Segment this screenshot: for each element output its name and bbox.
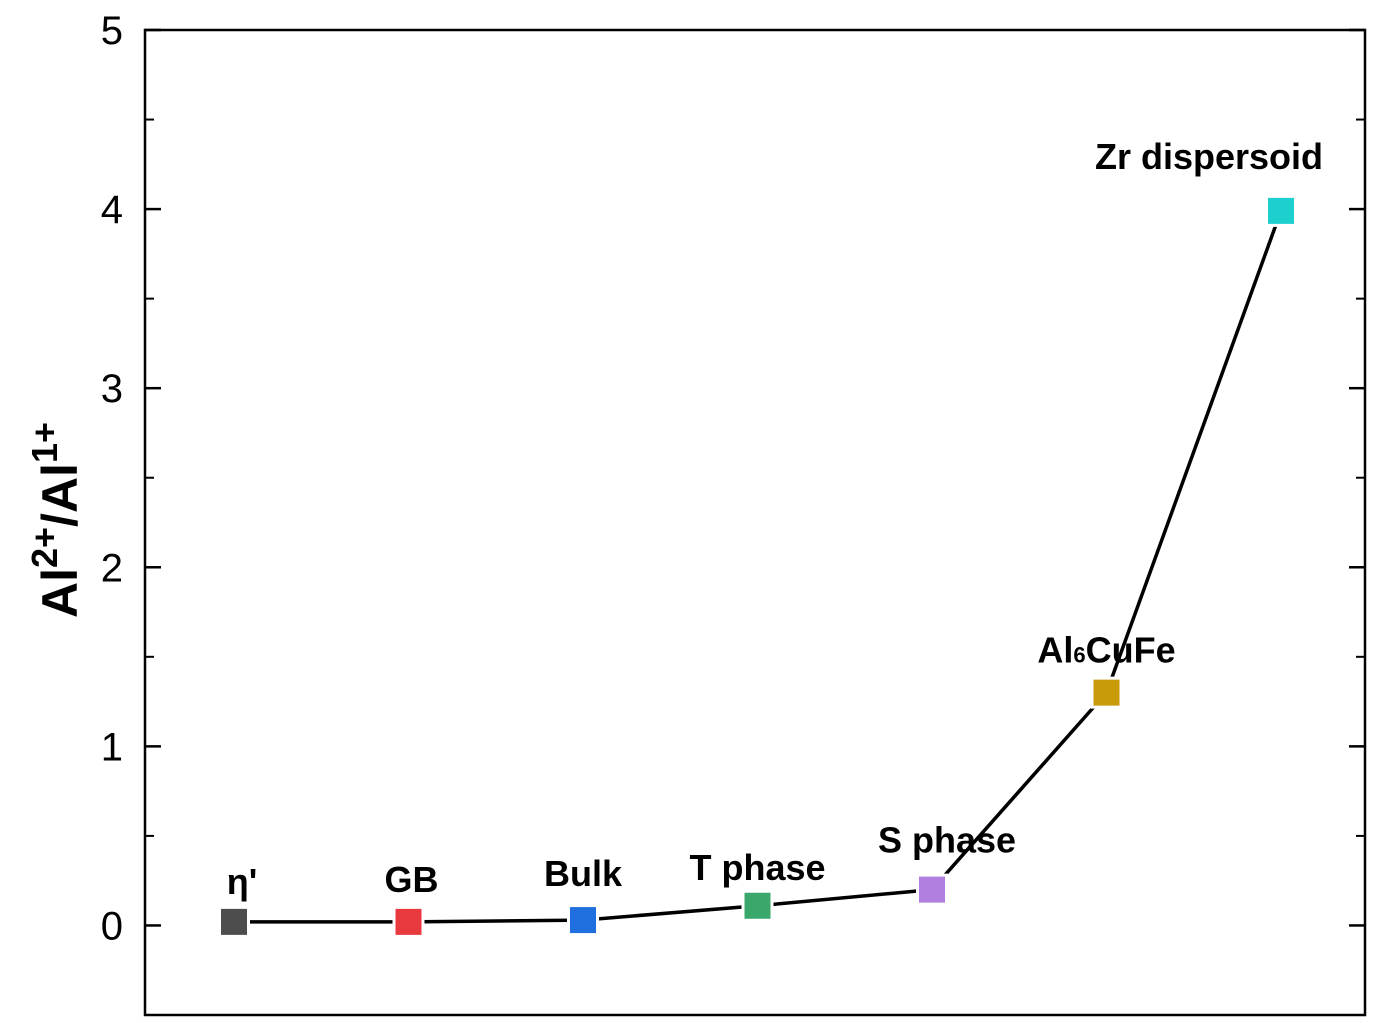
point-label: Zr dispersoid: [1095, 136, 1323, 177]
plot-frame: [143, 28, 1367, 1017]
series-line-layer: [234, 210, 1283, 924]
y-axis-title: Al2+/Al1+: [24, 422, 88, 618]
y-tick-label: 0: [101, 904, 123, 948]
data-point-marker: [221, 908, 247, 935]
point-label: T phase: [689, 847, 825, 888]
y-tick-label: 1: [101, 725, 123, 769]
axes-layer: 0 1 2 3 4 5: [101, 9, 1367, 1017]
y-tick-label: 4: [101, 188, 123, 232]
data-point-marker: [1093, 679, 1120, 706]
series-line: [234, 210, 1283, 924]
y-tick-label: 5: [101, 9, 123, 53]
point-label: η': [227, 861, 258, 902]
markers-layer: [218, 194, 1297, 938]
data-point-marker: [744, 892, 771, 919]
point-label: S phase: [878, 820, 1016, 861]
point-label: Al6CuFe: [1037, 630, 1175, 671]
data-point-marker: [570, 907, 596, 934]
point-label: GB: [385, 859, 439, 900]
y-tick-label: 3: [101, 367, 123, 411]
point-label: Bulk: [544, 853, 623, 894]
data-point-marker: [919, 876, 945, 903]
point-labels-layer: η' GB Bulk T phase S phase Al6CuFe Zr disperso…: [227, 136, 1323, 902]
y-axis-title-sep: /Al: [32, 463, 88, 527]
y-axis-title-sup1: 2+: [24, 527, 65, 568]
y-tick-label: 2: [101, 546, 123, 590]
y-axis-title-sup2: 1+: [24, 422, 65, 463]
data-point-marker: [395, 908, 422, 935]
y-axis-title-base1: Al: [32, 568, 88, 618]
data-point-marker: [1268, 197, 1294, 224]
